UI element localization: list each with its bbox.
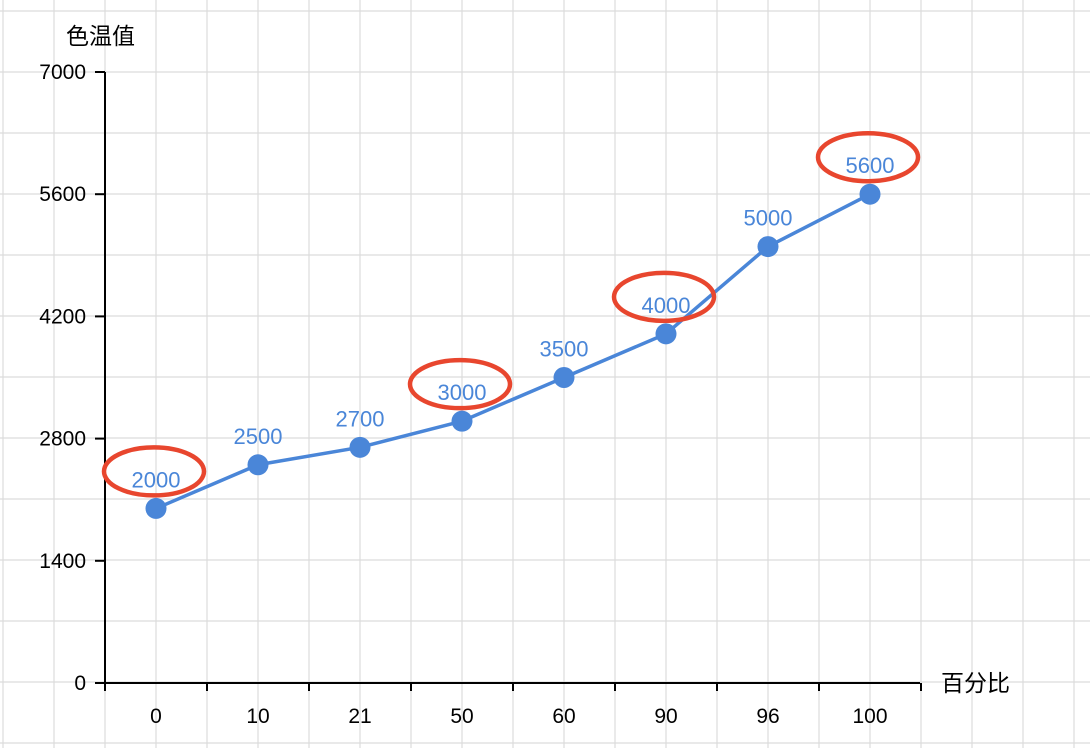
x-axis-ticks: 0 10 21 50 60 90 96 100: [104, 683, 922, 728]
highlight-ellipse: [407, 357, 513, 411]
y-tick-label: 5600: [39, 183, 86, 206]
y-tick-label: 2800: [39, 428, 86, 451]
x-tick-label: 21: [348, 705, 371, 728]
data-point: [859, 183, 881, 205]
series-line-group: [145, 183, 881, 519]
x-tick-label: 96: [756, 705, 779, 728]
x-tick-label: 10: [246, 705, 269, 728]
series-line: [155, 192, 871, 511]
data-point: [247, 454, 269, 476]
axes: [95, 72, 920, 684]
data-label: 4000: [642, 293, 691, 318]
highlight-circles: [101, 130, 921, 498]
y-axis-title: 色温值: [66, 24, 135, 50]
data-label: 2700: [336, 406, 385, 431]
highlight-ellipse: [815, 130, 921, 184]
data-point: [145, 497, 167, 519]
data-labels: 2000 2500 2700 3000 3500 4000 5000 5600: [132, 153, 895, 492]
data-label: 5000: [744, 206, 793, 231]
x-axis-title: 百分比: [941, 671, 1010, 697]
x-tick-label: 90: [654, 705, 677, 728]
highlight-ellipse: [101, 445, 207, 498]
data-label: 2500: [234, 424, 283, 449]
y-tick-label: 4200: [39, 305, 86, 328]
x-tick-label: 50: [450, 705, 473, 728]
data-label: 2000: [132, 467, 181, 492]
y-tick-label: 1400: [39, 550, 86, 573]
data-label: 3500: [540, 337, 589, 362]
data-label: 5600: [846, 153, 895, 178]
data-point: [655, 323, 677, 345]
highlight-ellipse: [611, 270, 717, 324]
y-tick-label: 0: [74, 672, 86, 695]
x-tick-label: 0: [150, 705, 162, 728]
data-point: [451, 410, 473, 432]
data-point: [349, 436, 371, 458]
y-axis-ticks: 0 1400 2800 4200 5600 7000: [39, 61, 105, 695]
data-point: [553, 367, 575, 388]
data-point: [757, 236, 779, 258]
x-tick-label: 100: [852, 705, 887, 728]
y-tick-label: 7000: [39, 61, 86, 84]
x-tick-label: 60: [552, 705, 575, 728]
data-label: 3000: [438, 380, 487, 405]
